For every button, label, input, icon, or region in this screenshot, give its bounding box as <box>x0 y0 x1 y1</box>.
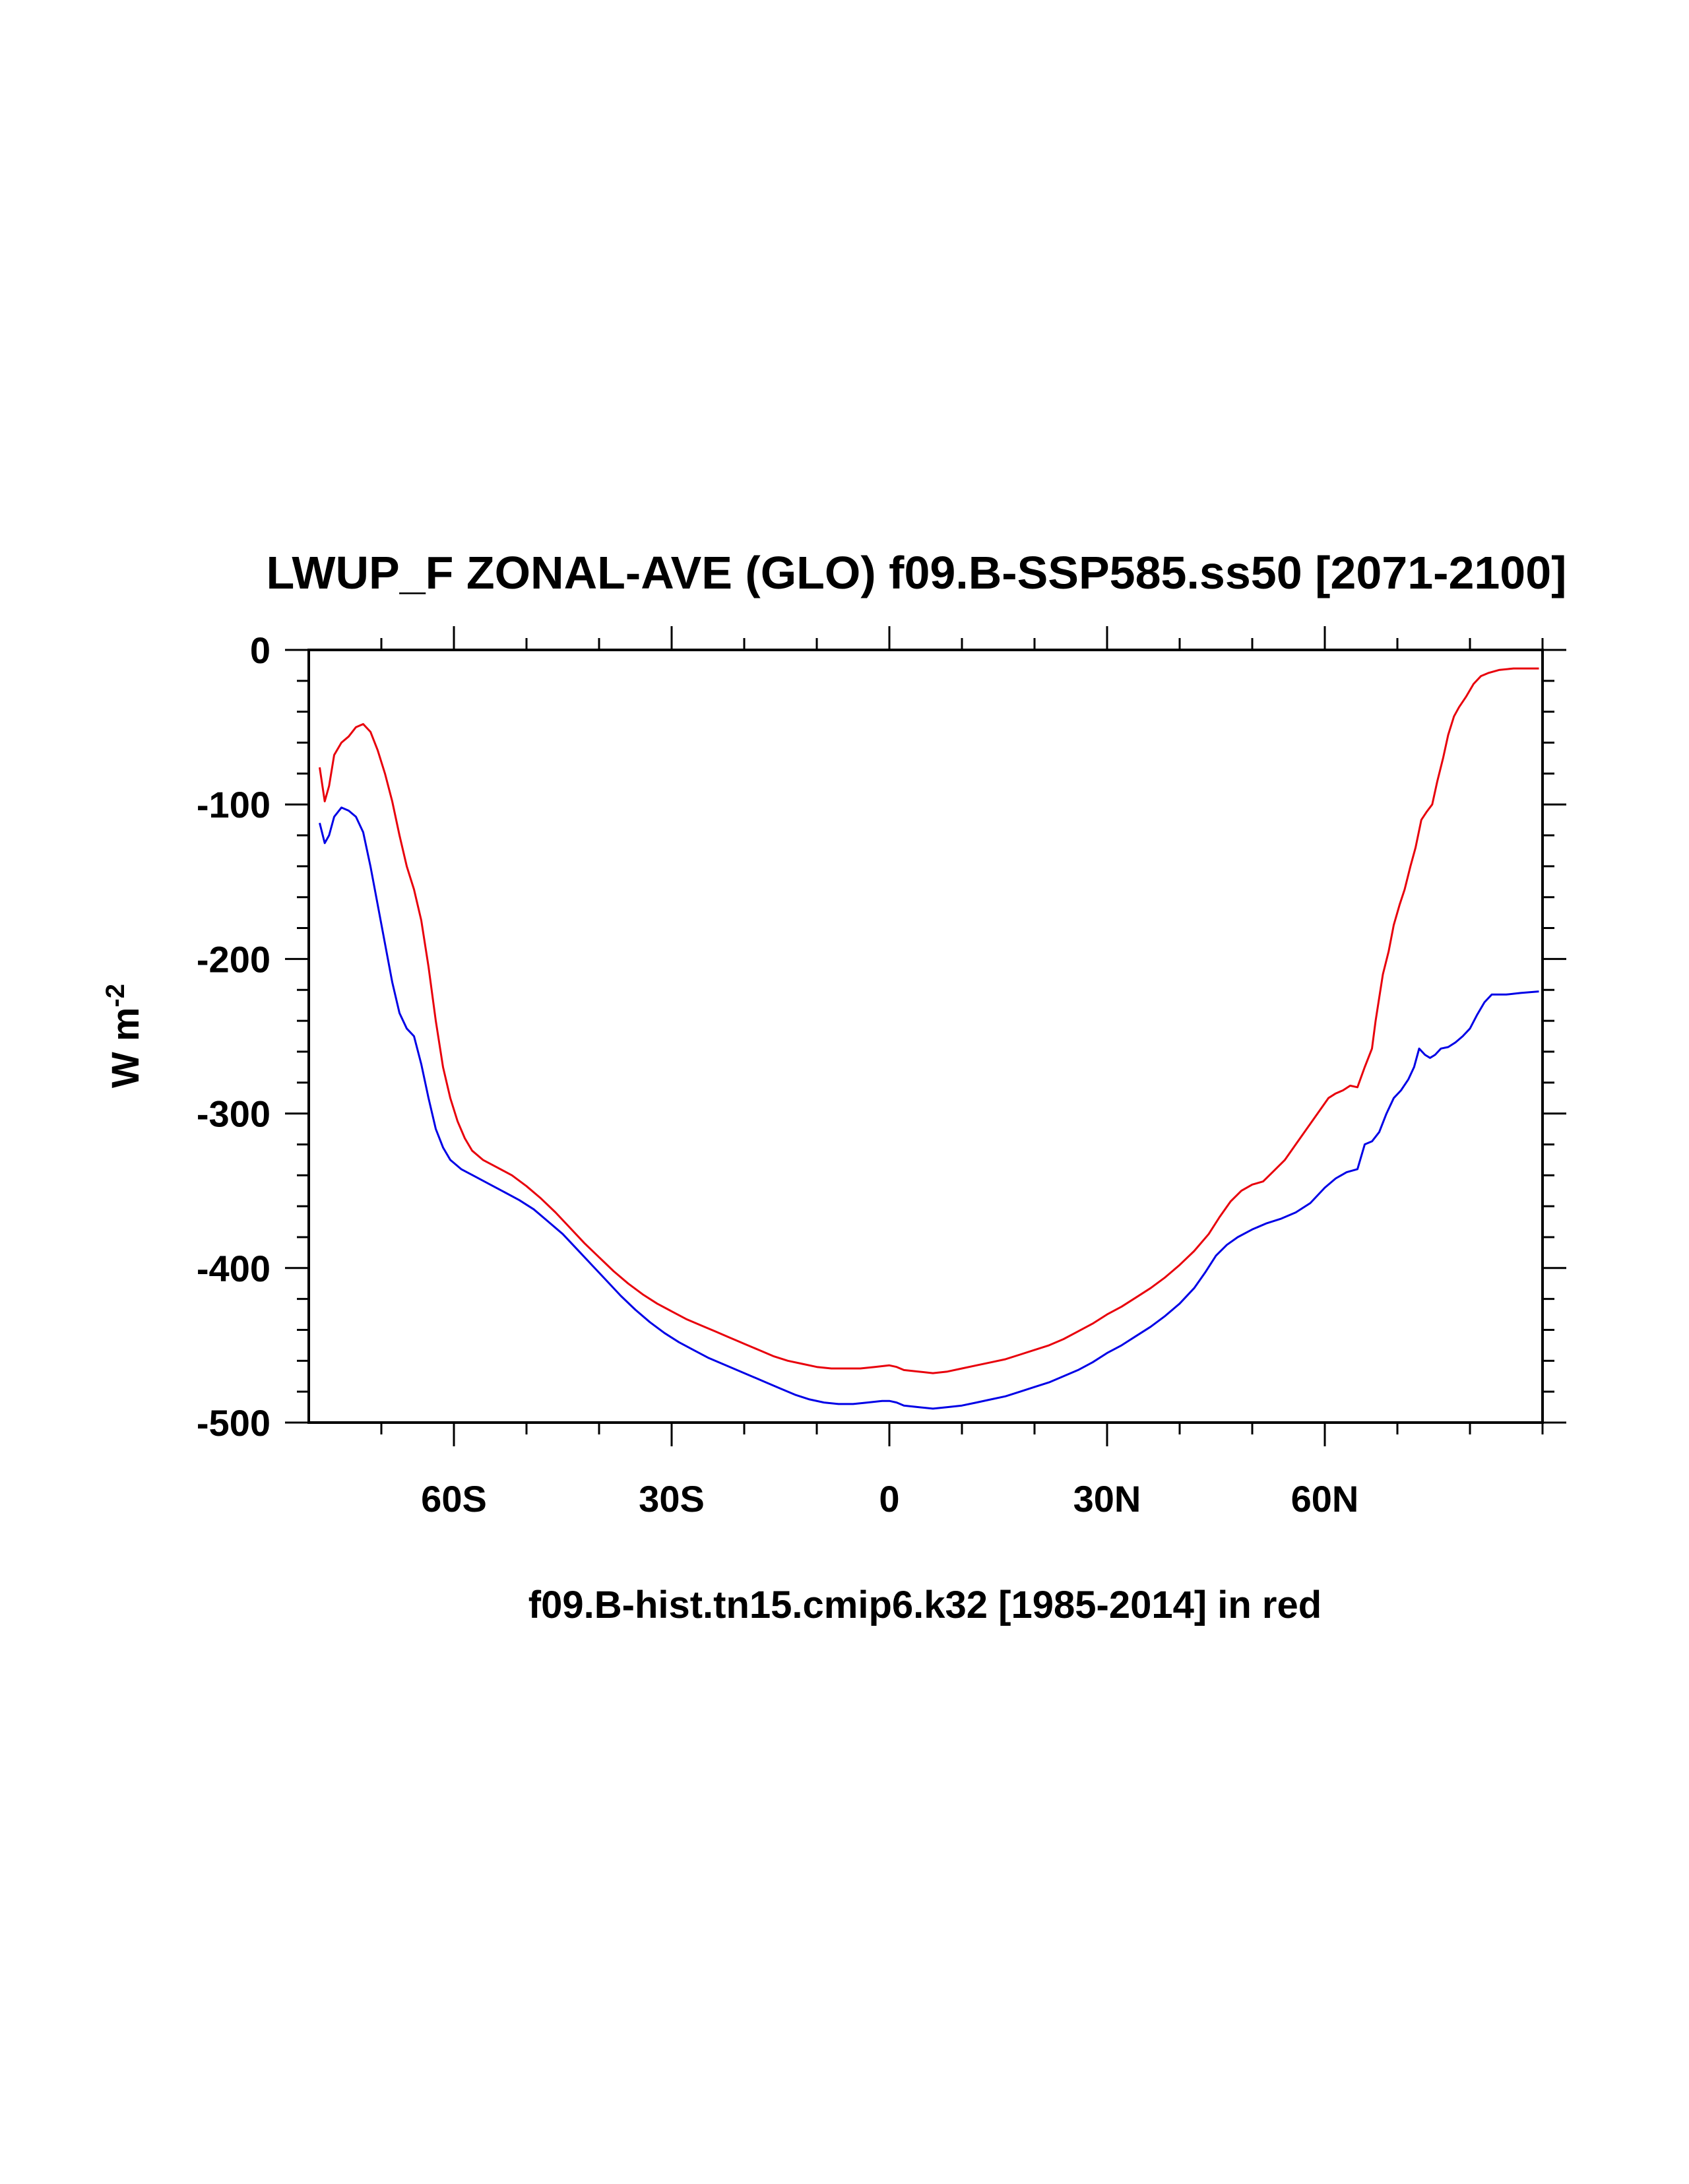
x-tick-label: 60N <box>1291 1478 1359 1520</box>
y-tick-label: -400 <box>197 1248 271 1289</box>
x-tick-label: 30N <box>1073 1478 1141 1520</box>
y-tick-label: -100 <box>197 784 271 825</box>
y-tick-label: -500 <box>197 1402 271 1444</box>
y-tick-label: -200 <box>197 938 271 980</box>
series-line-red <box>319 667 1539 1374</box>
plot-area: 60S 30S 0 30N 60N 0 -100 -200 -300 -400 -500 <box>197 626 1566 1520</box>
x-tick-label: 0 <box>879 1478 899 1520</box>
x-tick-label: 60S <box>421 1478 487 1520</box>
y-tick-label: 0 <box>250 629 271 671</box>
chart-title: LWUP_F ZONAL-AVE (GLO) f09.B-SSP585.ss50… <box>267 547 1567 598</box>
x-tick-label: 30S <box>639 1478 705 1520</box>
y-axis-label: W m-2 <box>101 984 147 1088</box>
y-axis-label-unit: W m <box>104 1008 147 1088</box>
y-axis-label-exponent: -2 <box>101 984 130 1008</box>
plot-frame <box>307 649 1544 1424</box>
series-line-blue <box>319 806 1539 1410</box>
footer-note: f09.B-hist.tn15.cmip6.k32 [1985-2014] in… <box>528 1584 1322 1626</box>
y-tick-label: -300 <box>197 1093 271 1135</box>
